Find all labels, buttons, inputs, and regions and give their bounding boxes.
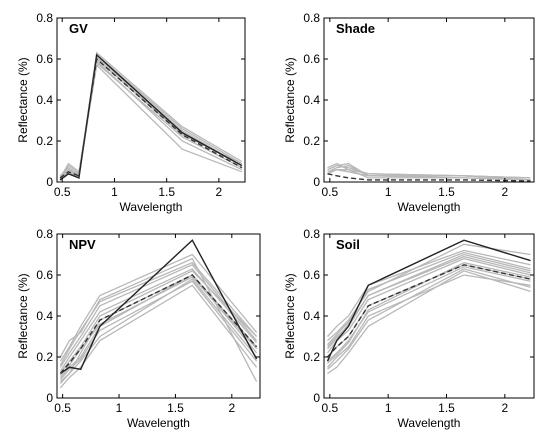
- x-tick-label: 1.5: [438, 401, 455, 415]
- spectrum-line: [327, 251, 531, 346]
- panel-title: GV: [69, 21, 88, 36]
- panel-npv: 0 0.2 0.4 0.6 0.8 0.5 1 1.5 2 NPV Wavelength Reflec…: [16, 227, 261, 430]
- y-tick-label: 0.2: [303, 350, 320, 364]
- y-tick-label: 0.6: [36, 52, 53, 66]
- x-tick-label: 1.5: [167, 401, 184, 415]
- spectrum-line: [59, 280, 258, 381]
- mean-spectrum-line: [326, 264, 531, 358]
- x-tick-label: 0.5: [321, 185, 338, 199]
- axes-frame: [323, 17, 535, 183]
- y-axis-label: Reflectance (%): [16, 273, 30, 358]
- y-tick-label: 0.8: [36, 11, 53, 25]
- plot-area: [326, 239, 531, 374]
- y-tick-label: 0.4: [36, 309, 53, 323]
- panel-title: Shade: [336, 21, 375, 36]
- mean-spectrum-line: [59, 274, 258, 374]
- spectrum-line: [327, 262, 531, 364]
- plot-area: [59, 51, 243, 181]
- spectrum-line: [59, 268, 258, 372]
- y-tick-label: 0.8: [303, 227, 320, 241]
- y-tick-label: 0.4: [36, 93, 53, 107]
- x-tick-label: 1.5: [158, 185, 175, 199]
- spectrum-line: [59, 284, 258, 389]
- spectrum-line: [59, 264, 258, 368]
- y-tick-label: 0: [313, 391, 320, 405]
- panel-gv: 0 0.2 0.4 0.6 0.8 0.5 1 1.5 2 GV Wavelength Reflect…: [16, 11, 246, 214]
- panel-shade: 0 0.2 0.4 0.6 0.8 0.5 1 1.5 2 Shade Wavelength Refl…: [283, 11, 535, 214]
- x-tick-label: 0.5: [54, 185, 71, 199]
- spectrum-line: [327, 270, 531, 374]
- spectrum-line: [327, 274, 531, 368]
- x-tick-label: 1.5: [438, 185, 455, 199]
- spectrum-line: [327, 255, 531, 350]
- y-tick-label: 0.2: [36, 134, 53, 148]
- y-tick-label: 0.8: [303, 11, 320, 25]
- x-tick-label: 1: [111, 185, 118, 199]
- x-tick-label: 2: [228, 401, 235, 415]
- spectrum-line: [327, 249, 531, 337]
- spectrum-line: [327, 162, 531, 179]
- reference-spectrum-line: [326, 239, 531, 362]
- y-axis-label: Reflectance (%): [16, 57, 30, 142]
- reference-spectrum-line: [60, 239, 258, 374]
- x-axis-label: Wavelength: [127, 416, 190, 430]
- x-tick-label: 2: [501, 185, 508, 199]
- panel-soil: 0 0.2 0.4 0.6 0.8 0.5 1 1.5 2 Soil Wavelength Refle…: [283, 227, 535, 430]
- plot-area: [327, 162, 531, 182]
- y-axis-label: Reflectance (%): [283, 57, 297, 142]
- x-tick-label: 2: [501, 401, 508, 415]
- mean-spectrum-line: [59, 57, 243, 179]
- y-tick-label: 0.2: [303, 134, 320, 148]
- spectrum-line: [59, 276, 258, 376]
- spectrum-line: [327, 268, 531, 370]
- y-axis-label: Reflectance (%): [283, 273, 297, 358]
- y-tick-label: 0.8: [36, 227, 53, 241]
- spectrum-line: [59, 253, 258, 362]
- x-tick-label: 0.5: [54, 401, 71, 415]
- x-tick-label: 0.5: [321, 401, 338, 415]
- x-axis-label: Wavelength: [120, 200, 183, 214]
- y-tick-label: 0.4: [303, 93, 320, 107]
- y-tick-label: 0.4: [303, 309, 320, 323]
- spectrum-line: [59, 261, 258, 366]
- x-tick-label: 1: [385, 401, 392, 415]
- y-tick-label: 0.6: [36, 268, 53, 282]
- y-tick-label: 0.2: [36, 350, 53, 364]
- y-tick-label: 0: [46, 391, 53, 405]
- mean-spectrum-line: [327, 173, 531, 182]
- x-tick-label: 1: [385, 185, 392, 199]
- y-tick-label: 0: [46, 175, 53, 189]
- x-tick-label: 2: [216, 185, 223, 199]
- x-tick-label: 1: [116, 401, 123, 415]
- y-tick-label: 0.6: [303, 268, 320, 282]
- panel-title: NPV: [69, 237, 96, 252]
- y-tick-label: 0: [313, 175, 320, 189]
- spectrum-line: [327, 169, 531, 181]
- x-axis-label: Wavelength: [398, 200, 461, 214]
- plot-area: [59, 239, 258, 389]
- y-tick-label: 0.6: [303, 52, 320, 66]
- x-axis-label: Wavelength: [398, 416, 461, 430]
- panel-title: Soil: [336, 237, 360, 252]
